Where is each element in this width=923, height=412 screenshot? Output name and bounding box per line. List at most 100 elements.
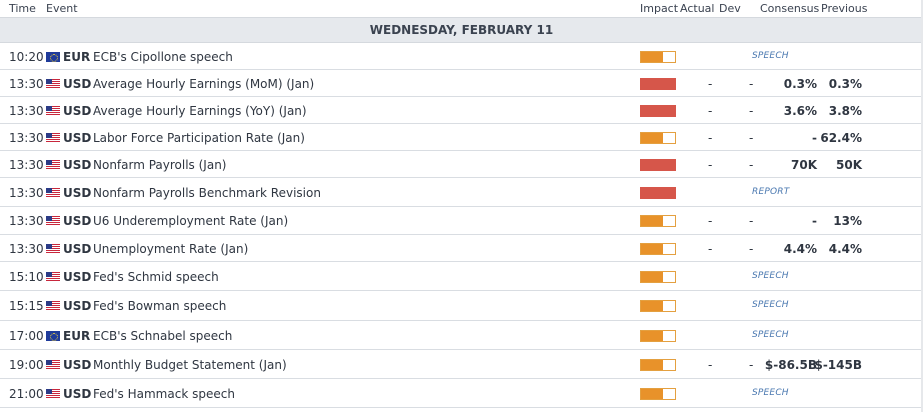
event-name[interactable]: Monthly Budget Statement (Jan) [93, 358, 287, 372]
table-row[interactable]: 13:30 USD Nonfarm Payrolls (Jan) - - 70K 50K [0, 151, 923, 178]
event-name[interactable]: ECB's Schnabel speech [93, 329, 233, 343]
table-row[interactable]: 21:00 USD Fed's Hammack speech SPEECH [0, 379, 923, 408]
previous-value: $-145B [814, 358, 862, 372]
currency-code: USD [63, 77, 92, 91]
event-name[interactable]: Average Hourly Earnings (MoM) (Jan) [93, 77, 315, 91]
actual-value: - [708, 242, 713, 256]
event-time: 19:00 [9, 358, 44, 372]
high-impact-indicator [640, 187, 676, 199]
event-name[interactable]: U6 Underemployment Rate (Jan) [93, 214, 289, 228]
actual-value: - [708, 104, 713, 118]
dev-value: - [749, 104, 754, 118]
currency-code: USD [63, 186, 92, 200]
event-time: 10:20 [9, 50, 44, 64]
actual-value: - [708, 214, 713, 228]
impact-fill [641, 244, 664, 254]
time-column-header[interactable]: Time [9, 2, 36, 15]
currency-code: USD [63, 214, 92, 228]
actual-value: - [708, 358, 713, 372]
table-row[interactable]: 15:15 USD Fed's Bowman speech SPEECH [0, 291, 923, 321]
actual-column-header[interactable]: Actual [680, 2, 715, 15]
event-type-tag[interactable]: SPEECH [752, 300, 789, 310]
table-header: Time Event Impact Actual Dev Consensus P… [0, 0, 923, 17]
table-row[interactable]: 13:30 USD Labor Force Participation Rate (… [0, 124, 923, 151]
previous-column-header[interactable]: Previous [821, 2, 868, 15]
previous-value: 13% [833, 214, 862, 228]
date-header: WEDNESDAY, FEBRUARY 11 [0, 17, 923, 43]
table-row[interactable]: 17:00 EUR ECB's Schnabel speech SPEECH [0, 321, 923, 350]
impact-fill [641, 331, 664, 341]
event-time: 15:15 [9, 299, 44, 313]
high-impact-indicator [640, 78, 676, 90]
event-name[interactable]: Nonfarm Payrolls Benchmark Revision [93, 186, 321, 200]
us-flag-icon [46, 79, 60, 89]
table-row[interactable]: 10:20 EUR ECB's Cipollone speech SPEECH [0, 43, 923, 70]
dev-column-header[interactable]: Dev [719, 2, 741, 15]
actual-value: - [708, 77, 713, 91]
consensus-column-header[interactable]: Consensus [760, 2, 820, 15]
consensus-value: 0.3% [783, 77, 817, 91]
table-row[interactable]: 13:30 USD Unemployment Rate (Jan) - - 4.4% 4.4… [0, 235, 923, 262]
us-flag-icon [46, 188, 60, 198]
impact-fill [641, 216, 664, 226]
table-row[interactable]: 19:00 USD Monthly Budget Statement (Jan) - -… [0, 350, 923, 379]
medium-impact-indicator [640, 271, 676, 283]
event-name[interactable]: ECB's Cipollone speech [93, 50, 233, 64]
dev-value: - [749, 131, 754, 145]
event-time: 13:30 [9, 214, 44, 228]
consensus-value: - [812, 131, 817, 145]
event-time: 13:30 [9, 131, 44, 145]
event-name[interactable]: Labor Force Participation Rate (Jan) [93, 131, 305, 145]
previous-value: 50K [836, 158, 862, 172]
event-column-header[interactable]: Event [46, 2, 78, 15]
actual-value: - [708, 131, 713, 145]
currency-code: USD [63, 131, 92, 145]
consensus-value: - [812, 214, 817, 228]
us-flag-icon [46, 301, 60, 311]
impact-fill [641, 133, 664, 143]
event-type-tag[interactable]: SPEECH [752, 388, 789, 398]
table-row[interactable]: 13:30 USD Nonfarm Payrolls Benchmark Revis… [0, 178, 923, 207]
previous-value: 3.8% [828, 104, 862, 118]
eu-flag-icon [46, 52, 60, 62]
dev-value: - [749, 358, 754, 372]
us-flag-icon [46, 389, 60, 399]
event-type-tag[interactable]: REPORT [752, 187, 790, 197]
dev-value: - [749, 158, 754, 172]
us-flag-icon [46, 216, 60, 226]
event-name[interactable]: Fed's Hammack speech [93, 387, 235, 401]
event-type-tag[interactable]: SPEECH [752, 51, 789, 61]
impact-column-header[interactable]: Impact [640, 2, 679, 15]
event-time: 15:10 [9, 270, 44, 284]
event-time: 17:00 [9, 329, 44, 343]
table-row[interactable]: 13:30 USD U6 Underemployment Rate (Jan) - - -… [0, 207, 923, 235]
event-name[interactable]: Nonfarm Payrolls (Jan) [93, 158, 227, 172]
impact-fill [641, 360, 664, 370]
scrollbar-track[interactable] [921, 0, 923, 412]
us-flag-icon [46, 272, 60, 282]
dev-value: - [749, 77, 754, 91]
table-row[interactable]: 15:10 USD Fed's Schmid speech SPEECH [0, 262, 923, 291]
currency-code: USD [63, 104, 92, 118]
event-time: 13:30 [9, 77, 44, 91]
event-type-tag[interactable]: SPEECH [752, 330, 789, 340]
previous-value: 62.4% [820, 131, 862, 145]
event-name[interactable]: Unemployment Rate (Jan) [93, 242, 249, 256]
table-row[interactable]: 13:30 USD Average Hourly Earnings (MoM) (J… [0, 70, 923, 97]
event-name[interactable]: Fed's Bowman speech [93, 299, 227, 313]
event-name[interactable]: Average Hourly Earnings (YoY) (Jan) [93, 104, 307, 118]
us-flag-icon [46, 360, 60, 370]
medium-impact-indicator [640, 243, 676, 255]
table-row[interactable]: 13:30 USD Average Hourly Earnings (YoY) (J… [0, 97, 923, 124]
event-name[interactable]: Fed's Schmid speech [93, 270, 219, 284]
medium-impact-indicator [640, 132, 676, 144]
consensus-value: 70K [791, 158, 817, 172]
currency-code: USD [63, 242, 92, 256]
currency-code: USD [63, 299, 92, 313]
us-flag-icon [46, 133, 60, 143]
dev-value: - [749, 242, 754, 256]
currency-code: EUR [63, 329, 91, 343]
event-type-tag[interactable]: SPEECH [752, 271, 789, 281]
currency-code: EUR [63, 50, 91, 64]
impact-fill [641, 52, 664, 62]
